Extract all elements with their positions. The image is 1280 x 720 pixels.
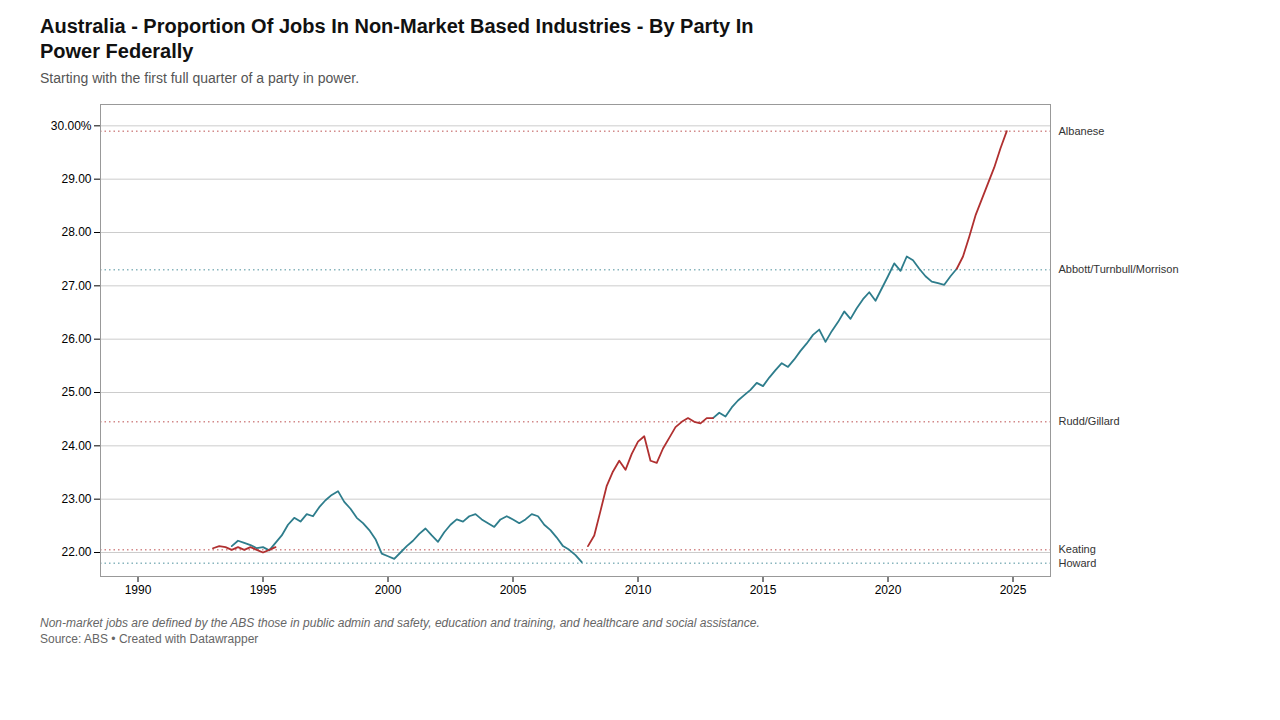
svg-text:Keating: Keating	[1059, 543, 1096, 555]
svg-text:2000: 2000	[375, 583, 402, 597]
svg-text:23.00: 23.00	[61, 492, 91, 506]
svg-text:2010: 2010	[625, 583, 652, 597]
svg-text:29.00: 29.00	[61, 172, 91, 186]
svg-text:2020: 2020	[875, 583, 902, 597]
svg-text:Albanese: Albanese	[1059, 125, 1105, 137]
svg-text:1990: 1990	[125, 583, 152, 597]
svg-text:25.00: 25.00	[61, 385, 91, 399]
html-text:Source: ABS • Created with Dat: Source: ABS • Created with Datawrapper	[40, 632, 259, 646]
svg-text:22.00: 22.00	[61, 545, 91, 559]
html-text:Non-market jobs are defined by: Non-market jobs are defined by the ABS t…	[40, 616, 760, 630]
svg-text:1995: 1995	[250, 583, 277, 597]
svg-text:2025: 2025	[1000, 583, 1027, 597]
svg-text:30.00%: 30.00%	[51, 119, 92, 133]
svg-text:26.00: 26.00	[61, 332, 91, 346]
svg-text:28.00: 28.00	[61, 225, 91, 239]
svg-text:27.00: 27.00	[61, 279, 91, 293]
svg-text:2005: 2005	[500, 583, 527, 597]
html-text:Australia - Proportion Of Jobs: Australia - Proportion Of Jobs In Non-Ma…	[40, 15, 754, 62]
svg-text:Abbott/Turnbull/Morrison: Abbott/Turnbull/Morrison	[1059, 263, 1179, 275]
svg-text:Howard: Howard	[1059, 557, 1097, 569]
svg-text:2015: 2015	[750, 583, 777, 597]
html-text:Starting with the first full q: Starting with the first full quarter of …	[40, 70, 359, 86]
svg-text:24.00: 24.00	[61, 439, 91, 453]
svg-text:Rudd/Gillard: Rudd/Gillard	[1059, 415, 1120, 427]
